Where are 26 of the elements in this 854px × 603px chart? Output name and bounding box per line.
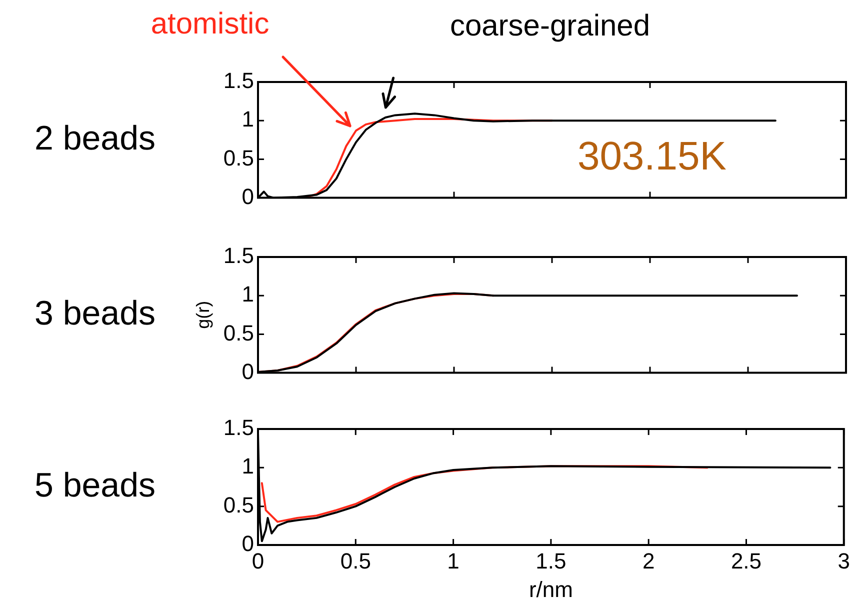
y-tick-label: 1.5	[223, 243, 254, 268]
x-tick-label: 2.5	[730, 548, 762, 574]
y-tick-label: 1.5	[223, 68, 254, 94]
x-axis-title: r/nm	[528, 577, 573, 602]
y-tick-label: 1	[242, 454, 254, 479]
x-tick-label: 2	[642, 548, 655, 574]
y-tick-label: 0.5	[223, 492, 254, 518]
text: 2 beads	[34, 119, 156, 158]
y-axis-title: g(r)	[192, 300, 213, 329]
y-tick-label: 1	[242, 282, 254, 307]
x-tick-label: 1.5	[536, 548, 566, 574]
y-tick-label: 0	[242, 531, 254, 556]
x-tick-label: 1	[447, 548, 460, 574]
text: 3 beads	[34, 294, 156, 332]
annotation: 303.15K	[577, 134, 727, 178]
y-tick-label: 0.5	[223, 145, 254, 170]
y-tick-label: 0	[242, 184, 254, 209]
text: atomistic	[150, 7, 270, 40]
text: 5 beads	[34, 466, 156, 504]
y-tick-label: 0	[242, 358, 254, 384]
y-tick-label: 1.5	[223, 415, 254, 440]
x-tick-label: 3	[838, 548, 850, 574]
x-tick-label: 0.5	[340, 548, 371, 574]
y-tick-label: 0.5	[223, 320, 254, 346]
y-tick-label: 1	[242, 106, 254, 132]
text: coarse-grained	[450, 9, 650, 42]
